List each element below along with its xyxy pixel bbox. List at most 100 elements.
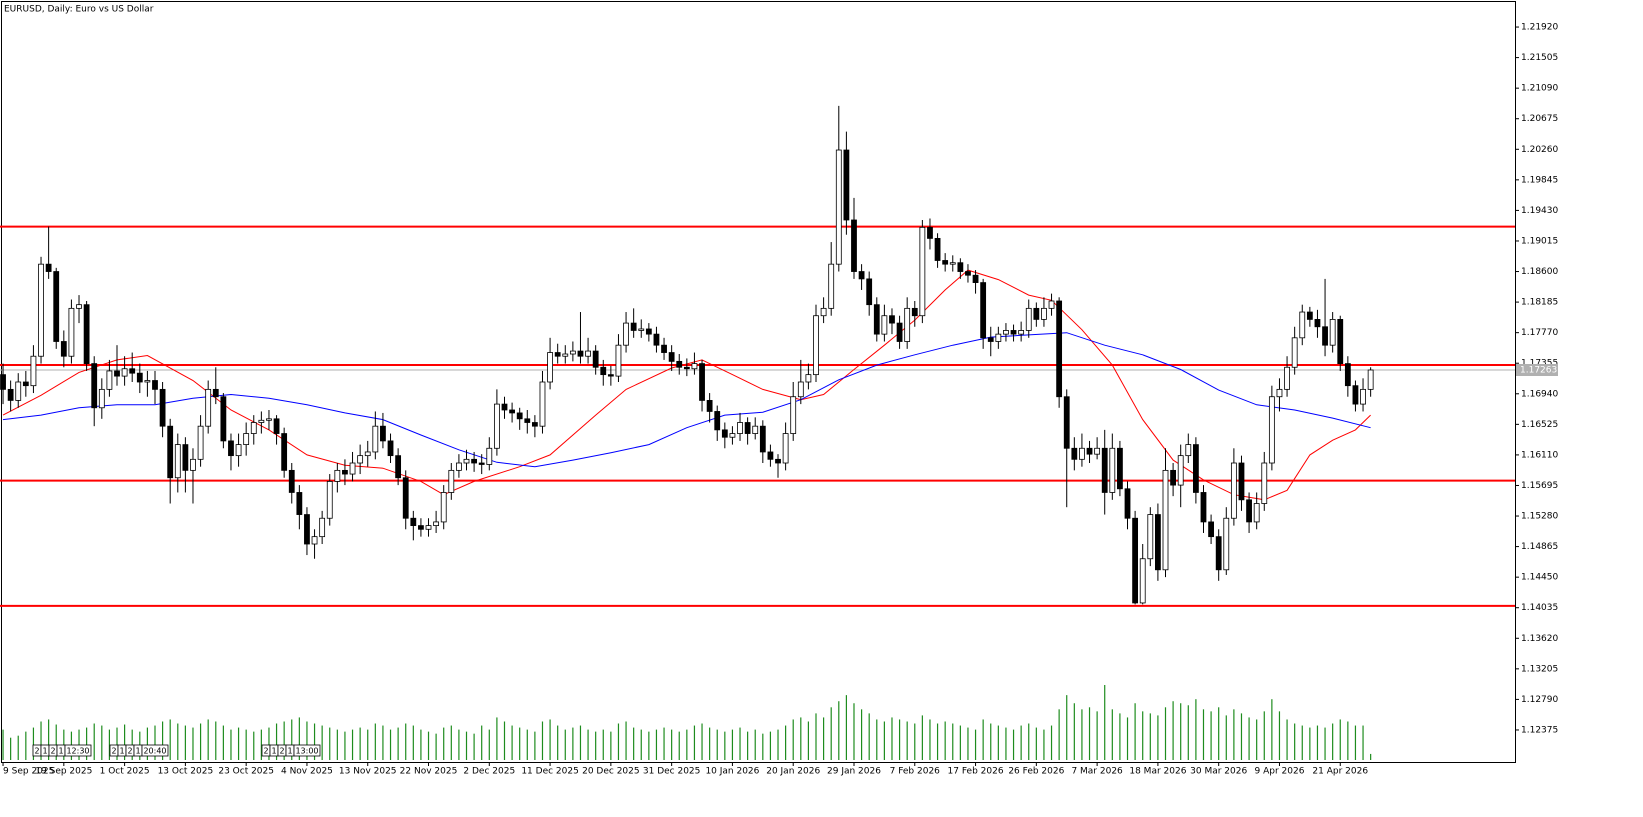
x-tick-label: 18 Mar 2026 (1129, 767, 1186, 777)
candle-body (995, 333, 1002, 342)
x-tick-label: 17 Feb 2026 (948, 767, 1004, 777)
y-tick-label: 1.13620 (1521, 634, 1558, 644)
candle-body (1306, 311, 1313, 320)
y-tick-label: 1.12790 (1521, 695, 1558, 705)
y-tick-label: 1.18185 (1521, 298, 1558, 308)
x-tick-label: 13 Nov 2025 (339, 767, 397, 777)
candle-body (1041, 307, 1047, 320)
candle-body (205, 388, 212, 427)
event-marker: 1 (119, 747, 124, 756)
y-tick-label: 1.15280 (1521, 512, 1558, 522)
candle-body (1010, 330, 1017, 335)
candle-body (987, 337, 994, 342)
candle-body (1314, 319, 1321, 328)
x-tick-label: 22 Nov 2025 (400, 767, 458, 777)
candle-body (562, 353, 569, 357)
candle-body (835, 149, 842, 265)
candle-body (577, 350, 584, 357)
candle-body (615, 344, 622, 377)
candle-body (152, 380, 158, 390)
candle-body (212, 388, 219, 398)
candle-body (752, 425, 759, 434)
candle-body (927, 226, 933, 239)
candle-body (1367, 369, 1374, 390)
candle-body (250, 422, 257, 434)
candle-body (531, 422, 538, 427)
y-tick-label: 1.16940 (1521, 389, 1558, 399)
candle-body (851, 219, 857, 272)
candle-body (1215, 536, 1222, 571)
candle-body (304, 514, 310, 545)
event-marker: 12:30 (66, 747, 89, 756)
candle-body (1101, 447, 1108, 493)
candle-body (326, 481, 333, 519)
candle-body (972, 274, 979, 283)
candle-body (1063, 396, 1070, 449)
candle-body (638, 328, 645, 331)
event-marker: 2 (127, 747, 132, 756)
event-marker: 13:00 (295, 747, 318, 756)
x-tick-label: 4 Nov 2025 (281, 767, 333, 777)
candle-body (1322, 326, 1328, 346)
last-price-box (1516, 363, 1558, 376)
candle-body (623, 322, 629, 346)
candle-body (820, 307, 827, 317)
candle-body (600, 366, 607, 376)
candle-body (737, 422, 743, 434)
candle-body (1246, 499, 1252, 523)
candle-body (767, 451, 774, 460)
candle-body (1071, 447, 1078, 460)
candle-body (440, 492, 447, 523)
candle-body (1352, 385, 1359, 405)
candle-body (554, 352, 561, 357)
event-marker: 1 (58, 747, 63, 756)
candle-body (372, 425, 379, 453)
candle-body (1109, 447, 1116, 493)
x-tick-label: 7 Mar 2026 (1071, 767, 1123, 777)
candle-body (311, 536, 318, 545)
candle-body (934, 237, 941, 261)
candle-body (357, 455, 364, 464)
candle-body (524, 418, 531, 423)
y-tick-label: 1.19845 (1521, 175, 1558, 185)
candle-body (965, 271, 971, 276)
event-marker: 2 (279, 747, 284, 756)
candle-body (1117, 447, 1123, 490)
candle-body (159, 388, 166, 427)
candle-body (129, 368, 136, 374)
candle-body (904, 307, 911, 342)
candle-body (387, 440, 394, 457)
y-tick-label: 1.14035 (1521, 603, 1558, 613)
event-marker: 1 (271, 747, 276, 756)
candle-body (569, 350, 576, 355)
candle-body (296, 492, 303, 515)
x-tick-label: 1 Oct 2025 (100, 767, 150, 777)
candle-body (136, 372, 143, 383)
event-marker-box (141, 744, 169, 757)
candle-body (228, 440, 234, 457)
candle-body (790, 396, 797, 434)
y-tick-label: 1.19430 (1521, 206, 1558, 216)
y-tick-label: 1.14865 (1521, 542, 1558, 552)
candle-body (471, 458, 478, 464)
candle-body (775, 458, 781, 464)
x-tick-label: 7 Feb 2026 (890, 767, 941, 777)
candle-body (418, 525, 424, 530)
candle-body (1056, 300, 1063, 398)
candle-body (167, 425, 174, 479)
event-marker: 2 (263, 747, 268, 756)
y-tick-label: 1.21090 (1521, 84, 1558, 94)
candle-body (691, 363, 698, 370)
x-tick-label: 29 Jan 2026 (827, 767, 881, 777)
event-marker: 1 (135, 747, 140, 756)
candle-body (1337, 319, 1344, 364)
event-marker-box (64, 744, 92, 757)
candle-body (1360, 388, 1366, 405)
candle-body (1192, 444, 1199, 493)
x-tick-label: 2 Dec 2025 (463, 767, 515, 777)
candle-body (456, 462, 462, 471)
candle-body (592, 350, 599, 368)
x-tick-label: 10 Jan 2026 (705, 767, 759, 777)
y-tick-label: 1.14450 (1521, 573, 1558, 583)
